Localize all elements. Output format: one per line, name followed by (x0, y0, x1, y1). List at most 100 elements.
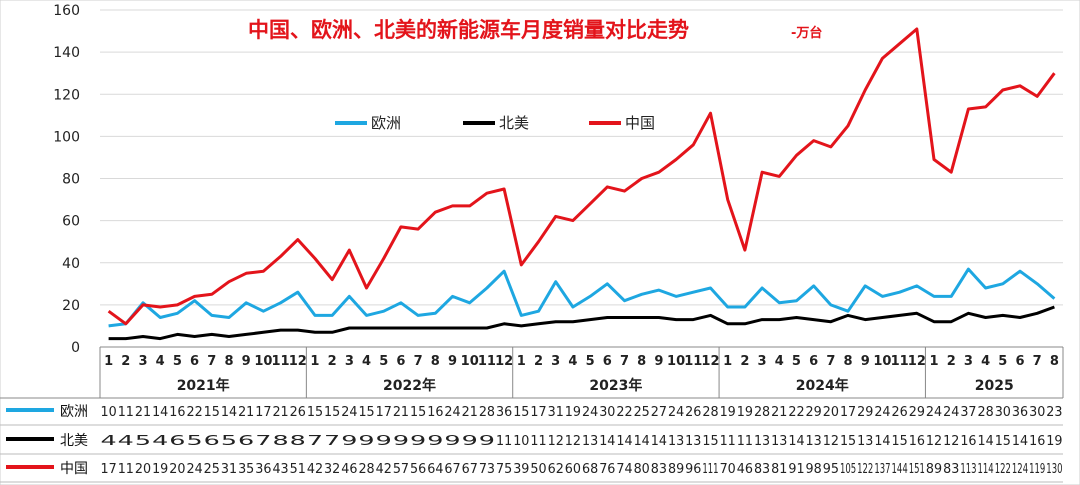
x-tick-label: 9 (654, 354, 663, 369)
y-tick-label: 120 (53, 87, 80, 103)
table-cell: 12 (943, 434, 959, 449)
table-cell: 14 (874, 434, 890, 449)
x-tick-label: 2 (534, 354, 543, 369)
table-cell: 7 (255, 434, 271, 449)
x-tick-label: 11 (891, 354, 909, 369)
table-cell: 14 (1012, 434, 1028, 449)
x-tick-label: 9 (448, 354, 457, 369)
table-cell: 37 (960, 405, 976, 420)
table-cell: 64 (427, 462, 443, 477)
table-cell: 12 (548, 434, 564, 449)
table-cell: 151 (909, 462, 925, 477)
table-cell: 12 (565, 434, 581, 449)
x-tick-label: 12 (908, 354, 926, 369)
table-row-label: 北美 (60, 433, 88, 449)
table-cell: 95 (823, 462, 839, 477)
year-label: 2022年 (383, 377, 436, 394)
table-cell: 50 (530, 462, 546, 477)
table-cell: 19 (1046, 434, 1062, 449)
table-cell: 19 (737, 405, 753, 420)
x-tick-label: 11 (684, 354, 702, 369)
table-cell: 137 (874, 462, 890, 477)
table-cell: 4 (152, 434, 168, 449)
year-label: 2024年 (796, 377, 849, 394)
table-cell: 26 (892, 405, 908, 420)
table-cell: 6 (238, 434, 254, 449)
table-cell: 21 (238, 405, 254, 420)
table-cell: 15 (204, 405, 220, 420)
table-cell: 111 (702, 462, 718, 477)
x-tick-label: 6 (809, 354, 818, 369)
table-cell: 6 (169, 434, 185, 449)
table-cell: 12 (926, 434, 942, 449)
table-cell: 13 (668, 434, 684, 449)
table-cell: 28 (754, 405, 770, 420)
x-tick-label: 2 (947, 354, 956, 369)
table-cell: 15 (840, 434, 856, 449)
table-cell: 30 (599, 405, 615, 420)
table-cell: 32 (324, 462, 340, 477)
table-cell: 114 (978, 462, 994, 477)
table-cell: 15 (702, 434, 718, 449)
x-tick-label: 7 (826, 354, 835, 369)
table-cell: 13 (806, 434, 822, 449)
x-tick-label: 2 (328, 354, 337, 369)
table-cell: 9 (376, 434, 392, 449)
table-cell: 14 (152, 405, 168, 420)
table-cell: 24 (943, 405, 959, 420)
table-cell: 14 (978, 434, 994, 449)
table-cell: 15 (995, 434, 1011, 449)
table-cell: 9 (479, 434, 495, 449)
table-cell: 83 (943, 462, 959, 477)
table-cell: 17 (530, 405, 546, 420)
y-tick-label: 60 (62, 214, 80, 230)
table-cell: 28 (978, 405, 994, 420)
x-tick-label: 10 (461, 354, 479, 369)
table-cell: 22 (616, 405, 632, 420)
y-axis-ticks: 0 20 40 60 80 100 120 140 160 (53, 3, 80, 356)
table-cell: 31 (548, 405, 564, 420)
x-tick-label: 12 (495, 354, 513, 369)
x-tick-label: 1 (723, 354, 732, 369)
x-tick-label: 6 (396, 354, 405, 369)
legend-label: 欧洲 (371, 114, 401, 132)
year-label: 2021年 (177, 377, 230, 394)
table-cell: 14 (634, 434, 650, 449)
table-cell: 20 (135, 462, 151, 477)
x-tick-label: 11 (478, 354, 496, 369)
table-cell: 83 (754, 462, 770, 477)
table-cell: 5 (186, 434, 202, 449)
table-cell: 26 (290, 405, 306, 420)
series-line-2 (108, 305, 1055, 341)
table-cell: 51 (290, 462, 306, 477)
x-tick-label: 6 (603, 354, 612, 369)
table-cell: 56 (410, 462, 426, 477)
x-tick-label: 4 (156, 354, 165, 369)
table-cell: 24 (582, 405, 598, 420)
table-cell: 105 (840, 462, 856, 477)
table-cell: 11 (496, 434, 512, 449)
table-cell: 36 (496, 405, 512, 420)
table-cell: 24 (668, 405, 684, 420)
y-tick-label: 80 (62, 172, 80, 188)
x-tick-label: 5 (379, 354, 388, 369)
x-tick-label: 5 (586, 354, 595, 369)
table-cell: 67 (444, 462, 460, 477)
x-tick-label: 1 (517, 354, 526, 369)
x-tick-label: 4 (568, 354, 577, 369)
table-cell: 74 (616, 462, 632, 477)
x-tick-label: 3 (345, 354, 354, 369)
x-tick-label: 6 (1015, 354, 1024, 369)
year-label: 2023年 (589, 377, 642, 394)
table-cell: 16 (909, 434, 925, 449)
series-line-1 (108, 267, 1056, 328)
table-cell: 39 (513, 462, 529, 477)
table-cell: 11 (530, 434, 546, 449)
table-cell: 30 (1029, 405, 1045, 420)
table-cell: 27 (651, 405, 667, 420)
table-cell: 29 (857, 405, 873, 420)
x-tick-label: 8 (1050, 354, 1059, 369)
table-row-label: 中国 (60, 461, 88, 477)
legend-label: 中国 (625, 114, 655, 132)
